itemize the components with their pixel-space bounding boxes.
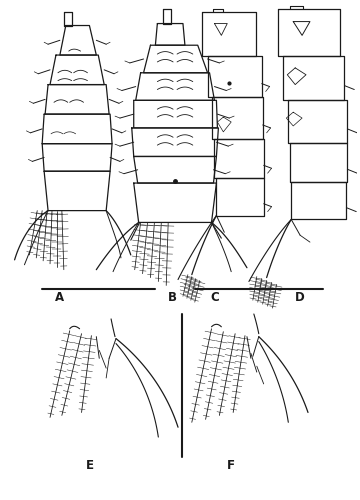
Text: F: F (227, 458, 235, 471)
Text: A: A (55, 291, 64, 304)
Text: B: B (168, 291, 177, 304)
Text: D: D (295, 291, 305, 304)
Text: E: E (85, 458, 93, 471)
Text: C: C (210, 291, 219, 304)
